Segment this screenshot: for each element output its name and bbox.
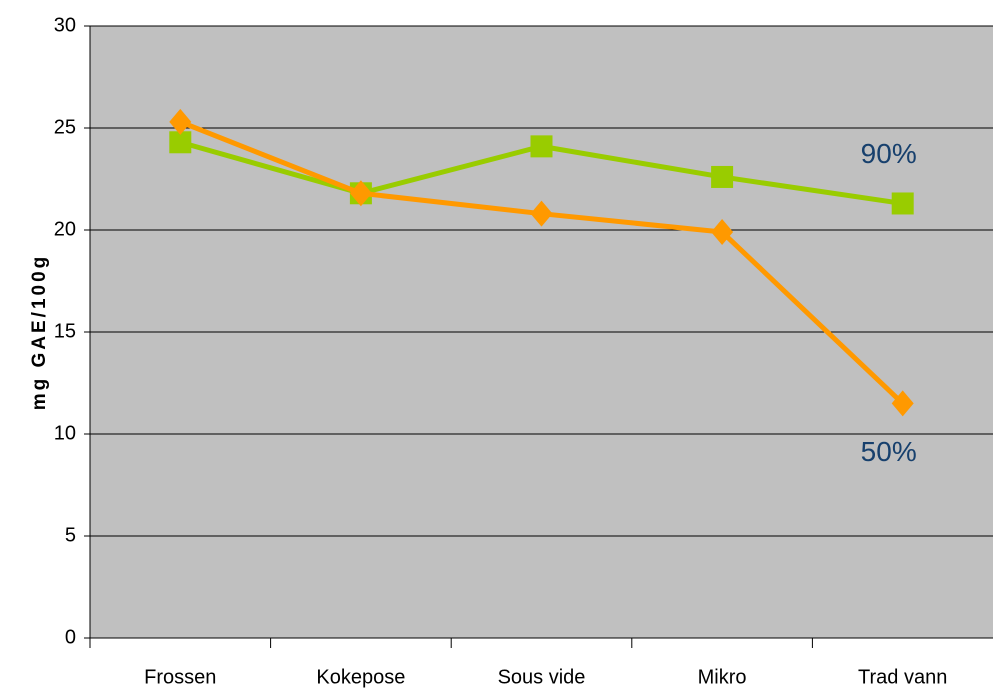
marker <box>891 390 914 417</box>
y-axis-label: mg GAE/100g <box>29 254 50 411</box>
x-tick-label: Mikro <box>698 666 747 688</box>
annotation: 90% <box>861 138 917 169</box>
marker <box>349 180 372 207</box>
y-tick-label: 5 <box>65 524 76 546</box>
y-tick-label: 15 <box>54 320 76 342</box>
x-tick-label: Sous vide <box>498 666 586 688</box>
marker <box>711 165 734 188</box>
y-tick-label: 25 <box>54 116 76 138</box>
y-tick-label: 10 <box>54 422 76 444</box>
marker <box>530 135 553 158</box>
annotation: 50% <box>861 436 917 467</box>
y-tick-label: 0 <box>65 626 76 648</box>
y-tick-label: 20 <box>54 218 76 240</box>
marker <box>169 108 192 135</box>
marker <box>169 131 192 154</box>
y-tick-label: 30 <box>54 14 76 36</box>
x-tick-label: Kokepose <box>316 666 405 688</box>
marker <box>711 219 734 246</box>
marker <box>891 192 914 215</box>
x-tick-label: Frossen <box>144 666 216 688</box>
x-tick-label: Trad vann <box>858 666 947 688</box>
marker <box>530 200 553 227</box>
